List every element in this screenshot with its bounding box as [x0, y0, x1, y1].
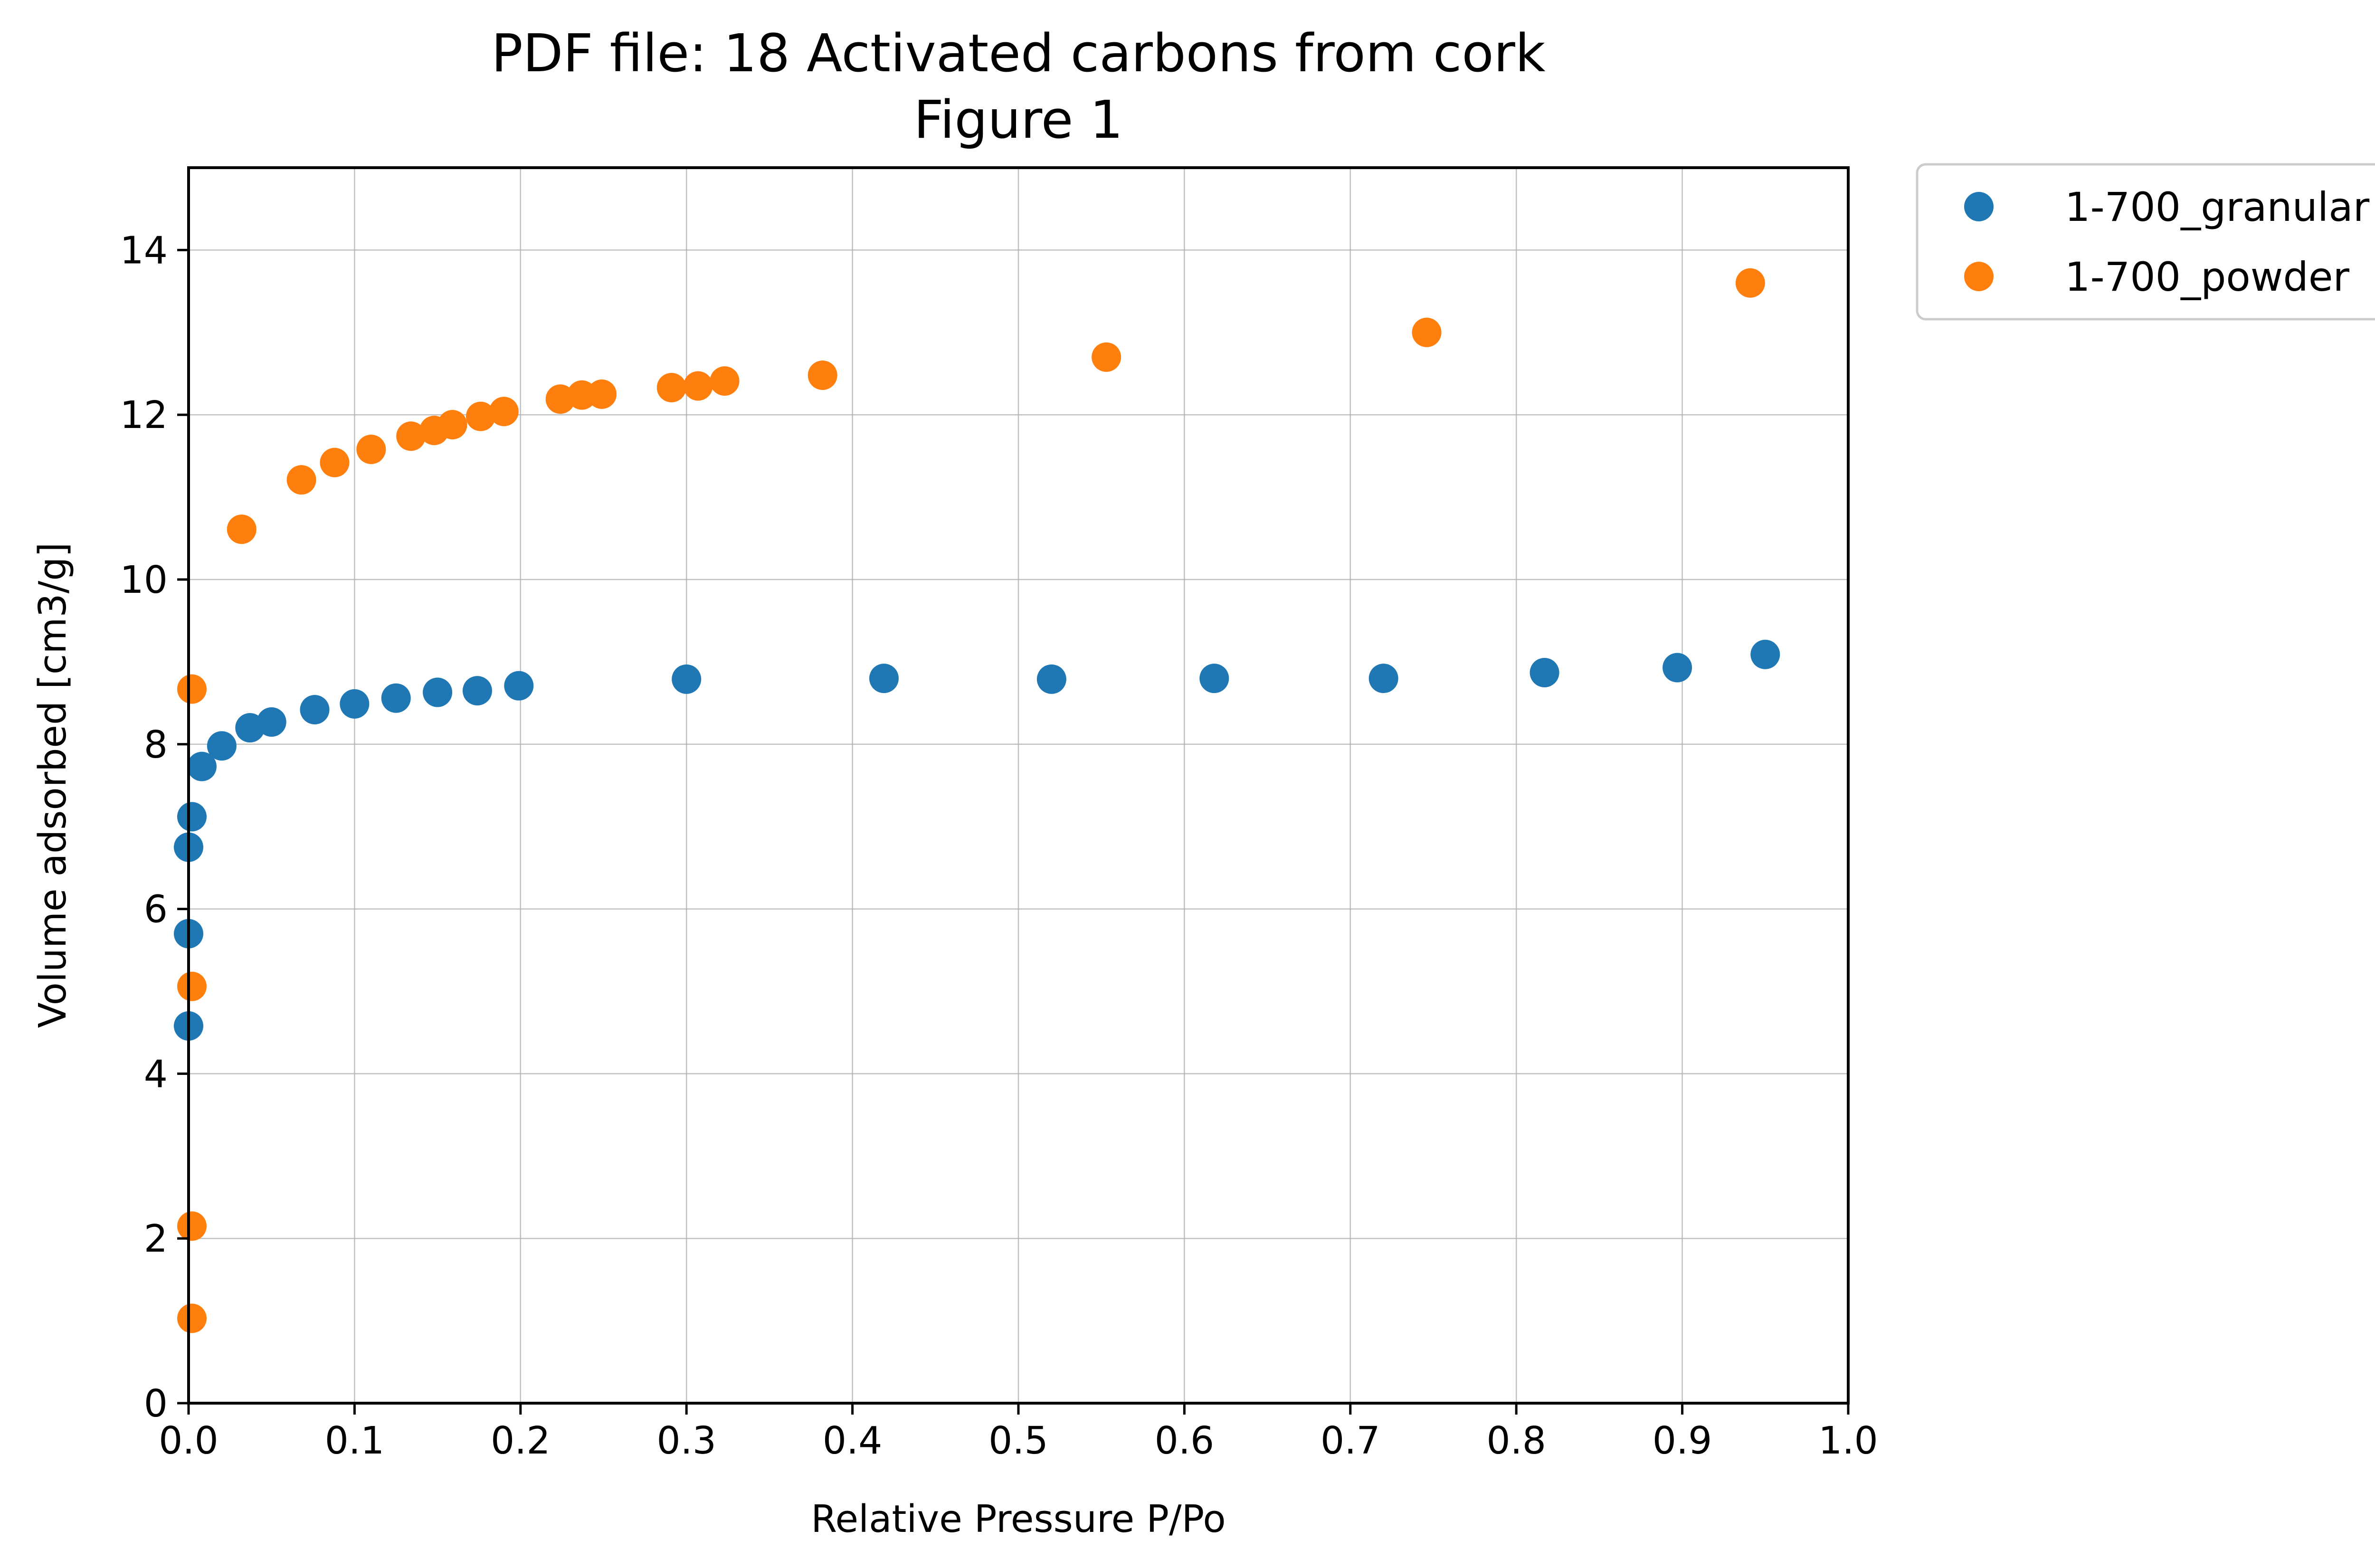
legend-marker-granular — [1964, 192, 1994, 221]
data-point — [381, 683, 411, 713]
x-tick-label: 0.1 — [325, 1419, 385, 1463]
data-point — [187, 751, 217, 781]
data-point — [356, 435, 386, 465]
y-tick-label: 14 — [120, 228, 168, 272]
x-tick-label: 0.6 — [1155, 1419, 1215, 1463]
data-point — [1092, 342, 1121, 372]
data-point — [1412, 317, 1442, 347]
data-point — [869, 664, 899, 694]
series-powder — [177, 268, 1765, 1333]
data-point — [256, 707, 286, 737]
series-granular — [174, 639, 1780, 1041]
data-point — [710, 366, 740, 396]
y-tick-label: 0 — [144, 1382, 168, 1425]
data-point — [340, 689, 370, 719]
gridlines — [188, 168, 1849, 1404]
x-tick-label: 0.2 — [491, 1419, 551, 1463]
data-point — [1199, 664, 1229, 694]
x-axis-label: Relative Pressure P/Po — [811, 1497, 1226, 1541]
x-tick-label: 1.0 — [1818, 1419, 1878, 1463]
data-point — [504, 671, 534, 701]
data-point — [683, 371, 713, 401]
data-point — [1750, 639, 1780, 669]
data-point — [300, 694, 330, 724]
data-point — [672, 664, 702, 694]
data-point — [656, 372, 686, 402]
data-point — [177, 802, 207, 832]
data-point — [227, 514, 256, 544]
data-point — [396, 421, 426, 451]
x-tick-label: 0.7 — [1320, 1419, 1380, 1463]
y-tick-label: 10 — [120, 558, 168, 602]
data-point — [177, 674, 207, 704]
data-point — [808, 360, 837, 390]
data-point — [462, 676, 492, 706]
data-point — [1530, 657, 1559, 687]
data-point — [177, 1211, 207, 1241]
legend-label-granular: 1-700_granular — [2065, 184, 2370, 230]
chart-title: PDF file: 18 Activated carbons from cork… — [491, 23, 1546, 150]
x-axis-ticks: 0.0 0.1 0.2 0.3 0.4 0.5 0.6 0.7 0.8 0.9 1.0 — [159, 1403, 1878, 1463]
data-point — [423, 677, 453, 707]
data-point — [286, 465, 316, 495]
x-tick-label: 0.5 — [988, 1419, 1048, 1463]
data-point — [437, 410, 467, 440]
title-line-1: PDF file: 18 Activated carbons from cork — [491, 23, 1546, 84]
y-tick-label: 8 — [144, 723, 168, 767]
legend-label-powder: 1-700_powder — [2065, 254, 2349, 300]
data-point — [1735, 268, 1765, 298]
data-point — [207, 731, 237, 761]
data-point — [320, 447, 350, 477]
legend-frame — [1916, 163, 2375, 321]
x-tick-label: 0.8 — [1486, 1419, 1546, 1463]
data-point — [1662, 653, 1692, 683]
y-tick-label: 4 — [144, 1052, 168, 1096]
x-tick-label: 0.4 — [823, 1419, 883, 1463]
data-point — [466, 401, 495, 431]
y-tick-label: 6 — [144, 888, 168, 931]
y-axis-label: Volume adsorbed [cm3/g] — [31, 542, 75, 1028]
x-tick-label: 0.9 — [1653, 1419, 1712, 1463]
data-point — [1368, 664, 1398, 694]
title-line-2: Figure 1 — [914, 89, 1123, 150]
data-point — [489, 397, 519, 427]
data-point — [587, 379, 617, 409]
y-tick-label: 2 — [144, 1217, 168, 1261]
legend-marker-powder — [1964, 262, 1994, 291]
data-point — [1036, 664, 1066, 694]
x-tick-label: 0.0 — [159, 1419, 218, 1463]
data-point — [177, 1303, 207, 1333]
y-axis-ticks: 0 2 4 6 8 10 12 14 — [120, 228, 189, 1425]
x-tick-label: 0.3 — [656, 1419, 716, 1463]
y-tick-label: 12 — [120, 393, 168, 437]
data-point — [177, 971, 207, 1001]
data-series — [174, 268, 1780, 1333]
legend: 1-700_granular 1-700_powder — [1916, 163, 2375, 321]
